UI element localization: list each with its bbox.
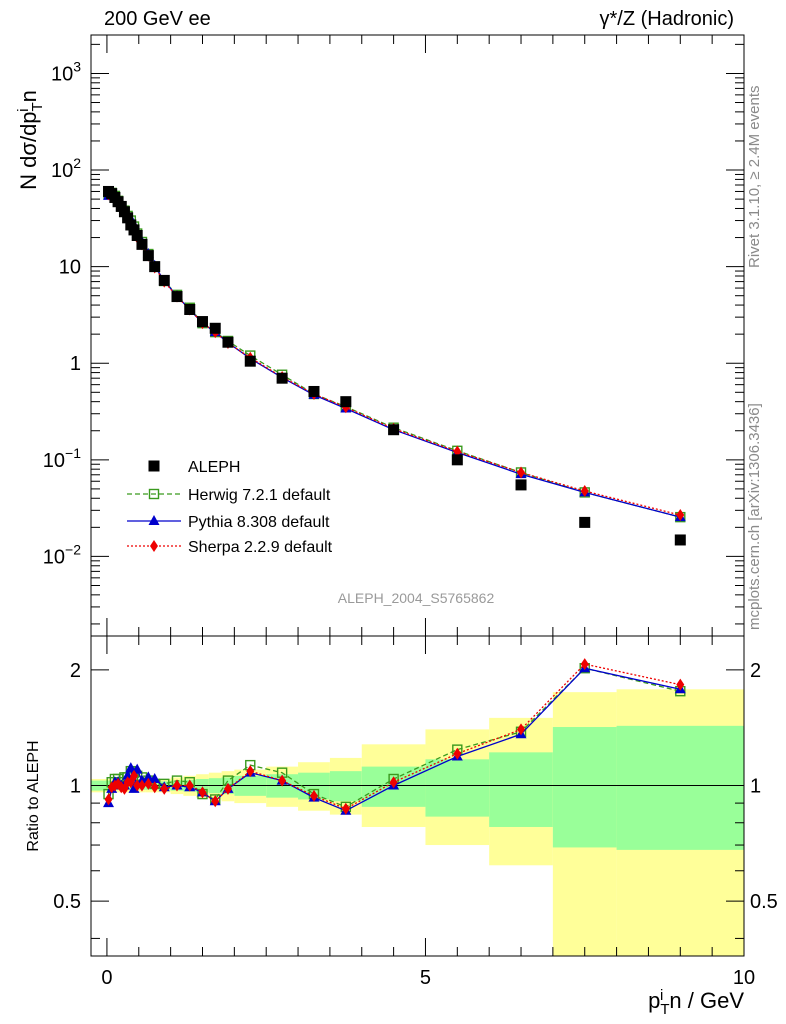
ratio-y-tick-label-right: 0.5 [750, 891, 778, 913]
ratio-sherpa-point [580, 658, 589, 671]
ratio-pythia-point [149, 772, 161, 783]
ratio-sherpa-point [150, 781, 159, 794]
main-aleph-point [209, 322, 221, 334]
band-inner [425, 759, 490, 817]
main-aleph-point [158, 274, 170, 286]
y-tick-label: 103 [51, 58, 81, 85]
ratio-pythia-point [125, 762, 137, 773]
ratio-pythia-point [142, 771, 154, 782]
ratio-frame [90, 635, 745, 957]
main-aleph-point [131, 230, 143, 242]
y-tick-label: 102 [51, 155, 81, 182]
main-aleph-point [451, 454, 463, 466]
ratio-sherpa-point [676, 678, 685, 691]
ratio-sherpa-point [130, 769, 139, 782]
ratio-sherpa-point [133, 779, 142, 792]
main-sherpa-point [580, 485, 589, 498]
legend-marker [148, 460, 160, 472]
y-tick-label: 10 [59, 257, 81, 279]
ratio-sherpa-point [309, 789, 318, 802]
ratio-sherpa-point [144, 777, 153, 790]
ratio-sherpa-point [160, 782, 169, 795]
band-inner [489, 752, 553, 827]
ratio-sherpa-point [278, 774, 287, 787]
ratio-y-tick-label: 1 [70, 776, 81, 798]
main-aleph-point [674, 534, 686, 546]
ratio-sherpa-point [173, 779, 182, 792]
ratio-sherpa-point [341, 802, 350, 815]
mcplots-url-label: mcplots.cern.ch [arXiv:1306.3436] [746, 403, 763, 630]
main-sherpa-point [517, 466, 526, 479]
ratio-sherpa-point [137, 779, 146, 792]
legend-label: ALEPH [188, 459, 240, 476]
ratio-sherpa-point [223, 782, 232, 795]
main-aleph-point [579, 516, 591, 528]
x-tick-label: 5 [420, 967, 431, 989]
main-aleph-point [128, 224, 140, 236]
ratio-y-tick-label-right: 2 [750, 660, 761, 682]
ratio-sherpa-point [104, 793, 113, 806]
ratio-sherpa-point [185, 779, 194, 792]
ratio-y-axis-label: Ratio to ALEPH [25, 740, 42, 851]
x-tick-label: 10 [733, 967, 755, 989]
ratio-sherpa-point [211, 795, 220, 808]
band-inner [552, 727, 617, 848]
rivet-version-label: Rivet 3.1.10, ≥ 2.4M events [746, 85, 763, 269]
main-aleph-point [149, 261, 161, 273]
header-left: 200 GeV ee [104, 8, 211, 30]
legend-marker [148, 515, 160, 525]
y-tick-label: 10−2 [43, 541, 81, 568]
main-sherpa-point [676, 509, 685, 522]
main-aleph-point [244, 355, 256, 367]
band-inner [329, 771, 362, 802]
x-tick-label: 0 [101, 967, 112, 989]
main-aleph-point [340, 396, 352, 408]
main-aleph-point [136, 238, 148, 250]
main-aleph-point [388, 424, 400, 436]
main-y-axis-label: N dσ/dpTi n [15, 90, 46, 190]
main-aleph-point [276, 372, 288, 384]
legend-label: Sherpa 2.2.9 default [188, 539, 333, 556]
main-aleph-point [515, 479, 527, 491]
legend-label: Herwig 7.2.1 default [188, 487, 331, 504]
band-inner [616, 725, 744, 850]
main-aleph-point [222, 336, 234, 348]
x-axis-label: pTi n / GeV [648, 987, 744, 1018]
ratio-sherpa-point [453, 747, 462, 760]
main-aleph-point [171, 291, 183, 303]
legend-marker [148, 488, 160, 500]
ratio-y-tick-label: 2 [70, 660, 81, 682]
ratio-sherpa-point [517, 723, 526, 736]
y-tick-label: 10−1 [43, 445, 81, 472]
main-aleph-point [184, 303, 196, 315]
header-right: γ*/Z (Hadronic) [599, 8, 734, 30]
ratio-sherpa-point [246, 765, 255, 778]
legend-label: Pythia 8.308 default [188, 514, 330, 531]
ratio-y-tick-label-right: 1 [750, 776, 761, 798]
y-tick-label: 1 [70, 353, 81, 375]
ratio-sherpa-point [198, 786, 207, 799]
ratio-y-tick-label: 0.5 [53, 891, 81, 913]
main-aleph-point [142, 250, 154, 262]
analysis-watermark: ALEPH_2004_S5765862 [338, 590, 495, 606]
ratio-sherpa-point [389, 776, 398, 789]
legend-marker [150, 540, 158, 552]
main-aleph-point [308, 385, 320, 397]
main-aleph-point [118, 206, 130, 218]
main-aleph-point [122, 212, 134, 224]
ratio-sherpa-line [107, 663, 681, 810]
main-aleph-point [196, 316, 208, 328]
